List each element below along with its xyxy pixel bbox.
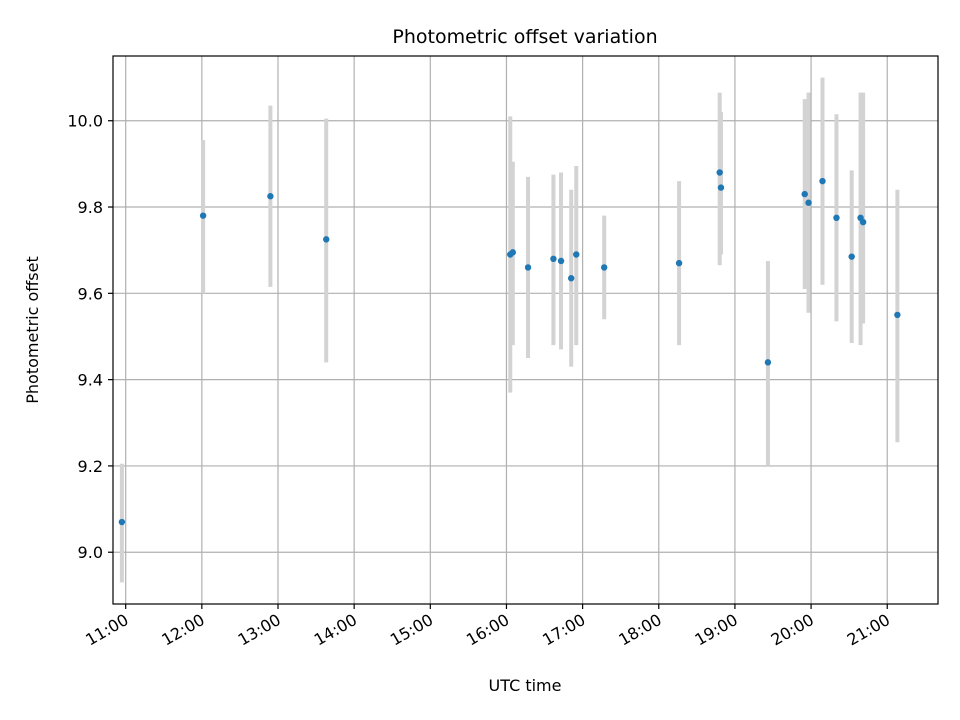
data-point — [550, 255, 557, 263]
data-point — [764, 359, 772, 366]
data-point — [573, 251, 580, 258]
data-point — [848, 253, 855, 260]
data-point — [509, 249, 517, 256]
data-point — [716, 169, 723, 176]
data-point — [833, 214, 840, 222]
chart-title: Photometric offset variation — [392, 26, 657, 48]
y-tick-label: 9.6 — [78, 284, 103, 303]
y-tick-label: 9.4 — [78, 371, 103, 390]
data-point — [323, 236, 330, 243]
data-point — [859, 218, 867, 226]
y-tick-label: 10.0 — [67, 112, 103, 131]
data-point — [819, 177, 826, 185]
plot-frame — [112, 55, 939, 605]
data-point — [567, 275, 575, 282]
y-tick-label: 9.2 — [78, 457, 103, 476]
data-point — [805, 199, 812, 206]
grid — [113, 56, 938, 604]
y-axis-ticks: 9.0 9.2 9.4 9.6 9.8 10.0 — [67, 112, 113, 562]
y-tick-label: 9.0 — [78, 543, 103, 562]
data-point — [717, 184, 725, 191]
data-points — [118, 169, 901, 526]
y-tick-label: 9.8 — [78, 198, 103, 217]
data-point — [675, 259, 683, 267]
data-point — [118, 518, 126, 526]
data-point — [600, 264, 608, 271]
data-point — [894, 311, 901, 319]
x-axis-label: UTC time — [489, 676, 562, 695]
data-point — [801, 190, 808, 198]
y-axis-label: Photometric offset — [23, 256, 42, 404]
data-point — [199, 212, 207, 219]
data-point — [524, 264, 532, 271]
data-point — [267, 193, 274, 200]
data-point — [557, 257, 565, 265]
